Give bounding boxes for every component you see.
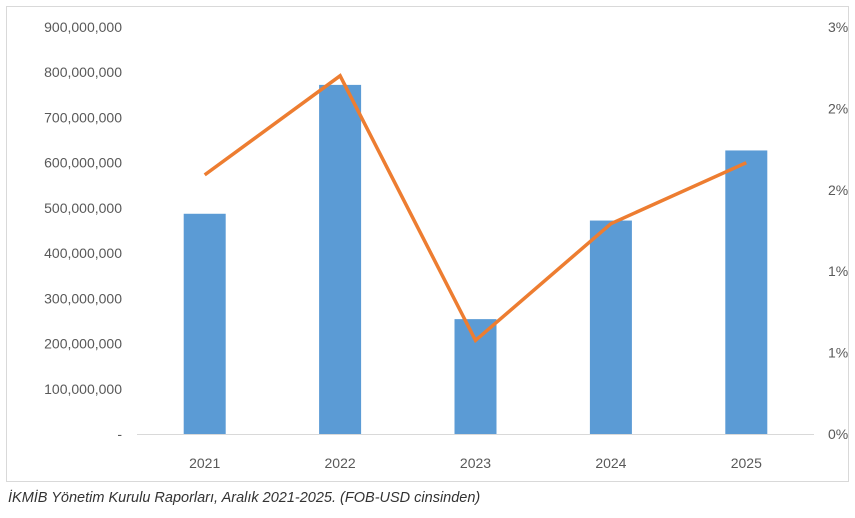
y-right-tick-label: 0% — [828, 426, 848, 442]
y-left-tick-label: 300,000,000 — [44, 290, 122, 306]
line-series — [203, 73, 748, 344]
y-left-tick-label: 600,000,000 — [44, 155, 122, 171]
y-right-tick-label: 1% — [828, 263, 848, 279]
y-right-tick-label: 1% — [828, 345, 848, 361]
y-left-tick-label: 500,000,000 — [44, 200, 122, 216]
y-right-tick-label: 2% — [828, 182, 848, 198]
combo-chart: - 100,000,000 200,000,000 300,000,000 400,00… — [44, 19, 848, 471]
y-right-tick-label: 3% — [828, 19, 848, 35]
y-right-tick-label: 2% — [828, 100, 848, 116]
x-tick-label: 2024 — [595, 455, 626, 471]
x-tick-label: 2023 — [460, 455, 491, 471]
bar — [454, 319, 497, 434]
y-left-tick-label: 100,000,000 — [44, 381, 122, 397]
y-left-tick-label: 200,000,000 — [44, 336, 122, 352]
y-left-tick-label: - — [117, 426, 122, 442]
x-tick-label: 2025 — [731, 455, 762, 471]
y-left-tick-label: 800,000,000 — [44, 64, 122, 80]
y-left-tick-label: 400,000,000 — [44, 245, 122, 261]
bar — [589, 220, 632, 434]
bar — [183, 213, 226, 434]
bar — [725, 150, 768, 434]
bar — [319, 84, 362, 434]
x-tick-label: 2022 — [325, 455, 356, 471]
chart-caption: İKMİB Yönetim Kurulu Raporları, Aralık 2… — [8, 490, 481, 506]
x-tick-label: 2021 — [189, 455, 220, 471]
y-left-tick-label: 700,000,000 — [44, 109, 122, 125]
y-left-tick-label: 900,000,000 — [44, 19, 122, 35]
